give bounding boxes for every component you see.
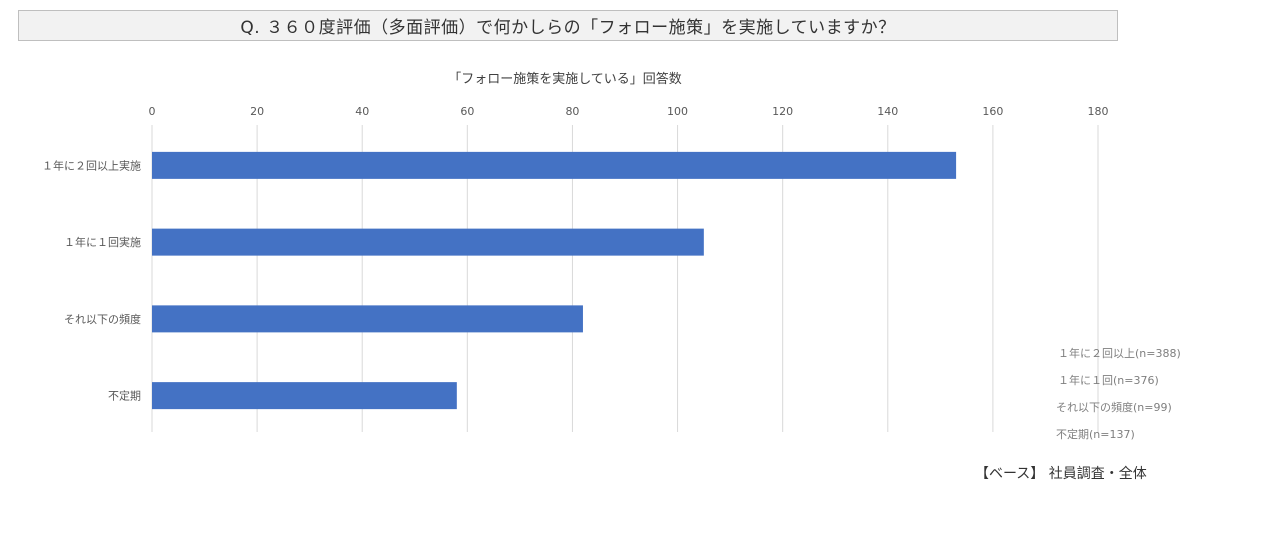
bar: [152, 382, 457, 410]
x-tick-label: 180: [1088, 105, 1109, 118]
x-tick-label: 0: [149, 105, 156, 118]
category-label: １年に２回以上実施: [42, 158, 141, 172]
legend-note: １年に２回以上(n=388): [1058, 346, 1181, 360]
x-tick-label: 100: [667, 105, 688, 118]
legend-note: １年に１回(n=376): [1058, 373, 1159, 387]
bar: [152, 151, 957, 179]
x-tick-label: 80: [565, 105, 579, 118]
x-tick-label: 60: [460, 105, 474, 118]
legend-note: 不定期(n=137): [1056, 427, 1135, 441]
legend-note: それ以下の頻度(n=99): [1056, 400, 1172, 414]
question-title: Q. ３６０度評価（多面評価）で何かしらの「フォロー施策」を実施していますか？: [18, 10, 1118, 41]
base-note: 【ベース】 社員調査・全体: [975, 466, 1147, 482]
x-tick-label: 160: [982, 105, 1003, 118]
category-label: それ以下の頻度: [64, 312, 141, 326]
x-tick-label: 120: [772, 105, 793, 118]
category-label: １年に１回実施: [64, 235, 141, 249]
bar: [152, 305, 583, 333]
x-tick-label: 40: [355, 105, 369, 118]
chart-title: 「フォロー施策を実施している」回答数: [448, 71, 682, 87]
x-tick-label: 20: [250, 105, 264, 118]
x-tick-label: 140: [877, 105, 898, 118]
category-label: 不定期: [108, 389, 141, 403]
bar: [152, 228, 704, 256]
